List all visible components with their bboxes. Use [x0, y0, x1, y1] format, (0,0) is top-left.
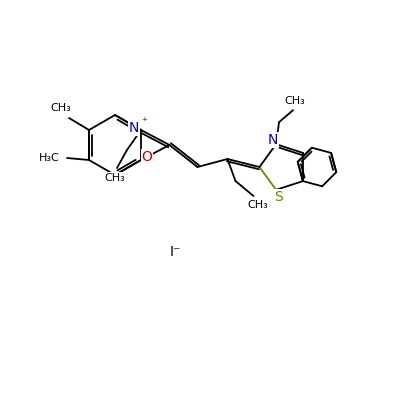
- Text: O: O: [142, 150, 152, 164]
- Text: CH₃: CH₃: [285, 96, 306, 106]
- Text: N: N: [268, 133, 278, 147]
- Text: H₃C: H₃C: [39, 153, 59, 163]
- Text: CH₃: CH₃: [51, 103, 71, 113]
- Text: CH₃: CH₃: [247, 200, 268, 210]
- Text: I⁻: I⁻: [169, 245, 181, 259]
- Text: N: N: [129, 121, 139, 135]
- Text: ⁺: ⁺: [141, 117, 147, 127]
- Text: CH₃: CH₃: [105, 173, 125, 183]
- Text: S: S: [274, 190, 282, 204]
